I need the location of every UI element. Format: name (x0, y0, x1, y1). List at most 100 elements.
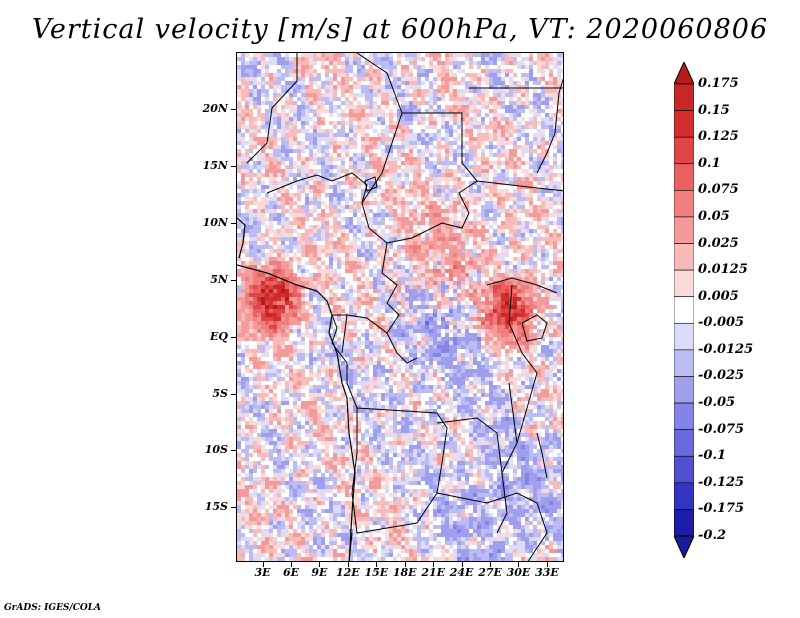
field-cell (297, 145, 301, 149)
field-cell (265, 277, 269, 281)
field-cell (393, 165, 397, 169)
field-cell (477, 293, 481, 297)
field-cell (245, 117, 249, 121)
field-cell (421, 169, 425, 173)
field-cell (329, 113, 333, 117)
field-cell (405, 53, 409, 57)
field-cell (289, 177, 293, 181)
field-cell (405, 273, 409, 277)
field-cell (557, 277, 561, 281)
field-cell (409, 93, 413, 97)
field-cell (513, 97, 517, 101)
field-cell (281, 257, 285, 261)
field-cell (277, 189, 281, 193)
field-cell (277, 289, 281, 293)
field-cell (545, 117, 549, 121)
field-cell (561, 213, 564, 217)
field-cell (321, 209, 325, 213)
field-cell (413, 69, 417, 73)
field-cell (393, 109, 397, 113)
field-cell (461, 245, 465, 249)
field-cell (285, 165, 289, 169)
field-cell (353, 65, 357, 69)
field-cell (509, 197, 513, 201)
field-cell (425, 61, 429, 65)
field-cell (441, 189, 445, 193)
field-cell (385, 141, 389, 145)
field-cell (557, 217, 561, 221)
field-cell (293, 121, 297, 125)
field-cell (337, 161, 341, 165)
field-cell (549, 77, 553, 81)
field-cell (237, 145, 241, 149)
field-cell (237, 61, 241, 65)
field-cell (557, 225, 561, 229)
field-cell (245, 225, 249, 229)
field-cell (481, 65, 485, 69)
field-cell (321, 169, 325, 173)
field-cell (281, 265, 285, 269)
field-cell (533, 73, 537, 77)
field-cell (437, 93, 441, 97)
field-cell (513, 245, 517, 249)
field-cell (405, 153, 409, 157)
field-cell (457, 153, 461, 157)
field-cell (313, 149, 317, 153)
field-cell (557, 145, 561, 149)
field-cell (297, 169, 301, 173)
field-cell (489, 157, 493, 161)
field-cell (261, 277, 265, 281)
field-cell (341, 273, 345, 277)
field-cell (273, 89, 277, 93)
field-cell (521, 137, 525, 141)
field-cell (361, 277, 365, 281)
field-cell (345, 197, 349, 201)
field-cell (261, 153, 265, 157)
field-cell (505, 125, 509, 129)
field-cell (445, 257, 449, 261)
field-cell (477, 129, 481, 133)
field-cell (445, 177, 449, 181)
field-cell (497, 197, 501, 201)
field-cell (405, 201, 409, 205)
field-cell (345, 205, 349, 209)
field-cell (525, 237, 529, 241)
field-cell (553, 209, 557, 213)
field-cell (485, 189, 489, 193)
field-cell (241, 73, 245, 77)
field-cell (437, 249, 441, 253)
field-cell (381, 281, 385, 285)
field-cell (253, 229, 257, 233)
field-cell (501, 229, 505, 233)
field-cell (305, 257, 309, 261)
field-cell (361, 125, 365, 129)
field-cell (517, 129, 521, 133)
field-cell (357, 149, 361, 153)
field-cell (321, 229, 325, 233)
field-cell (437, 293, 441, 297)
field-cell (493, 117, 497, 121)
field-cell (261, 257, 265, 261)
field-cell (301, 161, 305, 165)
field-cell (361, 237, 365, 241)
field-cell (433, 141, 437, 145)
field-cell (433, 149, 437, 153)
field-cell (277, 265, 281, 269)
field-cell (401, 145, 405, 149)
field-cell (461, 209, 465, 213)
field-cell (337, 101, 341, 105)
field-cell (437, 237, 441, 241)
field-cell (449, 113, 453, 117)
field-cell (341, 221, 345, 225)
field-cell (249, 281, 253, 285)
field-cell (397, 209, 401, 213)
field-cell (345, 101, 349, 105)
field-cell (245, 101, 249, 105)
field-cell (361, 133, 365, 137)
field-cell (289, 217, 293, 221)
field-cell (301, 61, 305, 65)
field-cell (305, 101, 309, 105)
field-cell (441, 161, 445, 165)
field-cell (525, 169, 529, 173)
field-cell (321, 185, 325, 189)
